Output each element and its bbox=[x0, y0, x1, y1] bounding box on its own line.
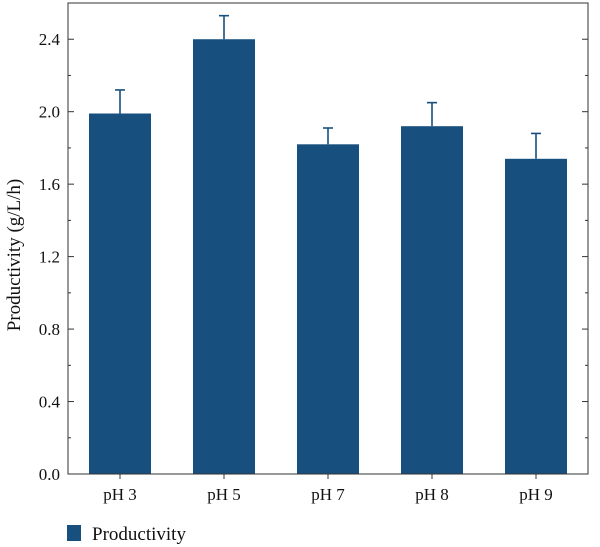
y-tick-label-0: 0.0 bbox=[39, 465, 60, 484]
plot-area bbox=[67, 2, 589, 475]
y-tick-label-1: 0.4 bbox=[39, 393, 61, 412]
bar-1 bbox=[89, 113, 151, 474]
y-tick-label-3: 1.2 bbox=[39, 248, 60, 267]
x-axis: pH 3 pH 5 pH 7 pH 8 pH 9 bbox=[103, 474, 553, 504]
x-tick-label-0: pH 3 bbox=[103, 485, 137, 504]
y-axis-title: Productivity (g/L/h) bbox=[4, 179, 25, 332]
y-tick-label-5: 2.0 bbox=[39, 103, 60, 122]
y-tick-label-4: 1.6 bbox=[39, 175, 60, 194]
bar-3 bbox=[297, 144, 359, 475]
y-axis: 0.0 0.4 0.8 1.2 1.6 2.0 2.4 bbox=[39, 30, 588, 484]
bar-2 bbox=[193, 39, 255, 474]
y-tick-label-6: 2.4 bbox=[39, 30, 61, 49]
legend-label-productivity: Productivity bbox=[92, 524, 186, 545]
legend: Productivity bbox=[67, 524, 186, 545]
x-tick-label-4: pH 9 bbox=[519, 485, 553, 504]
y-tick-label-2: 0.8 bbox=[39, 320, 60, 339]
bar-4 bbox=[401, 126, 463, 474]
x-tick-label-1: pH 5 bbox=[207, 485, 241, 504]
x-tick-label-2: pH 7 bbox=[311, 485, 345, 504]
legend-swatch bbox=[67, 525, 81, 541]
bar-5 bbox=[505, 158, 567, 475]
x-tick-label-3: pH 8 bbox=[415, 485, 449, 504]
